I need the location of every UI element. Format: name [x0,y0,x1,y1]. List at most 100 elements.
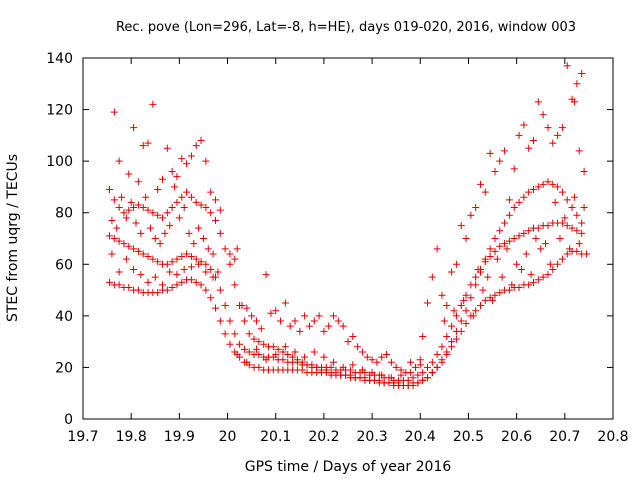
data-point [520,121,528,129]
data-point [197,281,205,289]
data-point [255,363,263,371]
data-point [448,343,456,351]
data-point [530,137,537,145]
data-point [501,219,509,227]
data-point [530,186,537,194]
data-point [293,358,301,366]
data-point [363,353,371,361]
data-point [549,180,557,188]
data-point [330,358,338,366]
data-point [457,222,465,230]
data-point [580,167,588,175]
data-point [272,351,280,359]
data-point [187,276,195,284]
data-point [467,211,475,219]
data-point [139,204,147,212]
data-point [159,281,166,289]
data-point [525,188,533,196]
data-point [156,240,164,248]
data-point [190,240,198,248]
data-point [257,325,265,333]
x-tick-label: 19.8 [116,429,147,445]
data-point [320,353,328,361]
data-point [486,253,494,261]
data-point [578,229,586,237]
data-point [168,204,176,212]
data-point [122,255,130,263]
data-point [330,312,338,320]
data-point [130,265,138,273]
data-point [106,232,113,240]
data-point [578,219,586,227]
data-point [231,330,239,338]
data-point [448,322,456,330]
data-point [505,237,513,245]
data-point [573,211,581,219]
data-point [517,265,525,273]
data-point [385,379,393,387]
data-point [277,317,285,325]
data-point [563,62,571,70]
data-point [240,345,248,353]
data-point [520,229,528,237]
data-point [163,286,171,294]
data-point [568,224,576,232]
data-point [199,235,207,242]
data-point [358,366,366,374]
data-point [207,188,215,196]
data-point [496,289,504,297]
data-point [452,312,460,320]
data-point [274,345,282,353]
y-tick-label: 140 [46,51,73,67]
data-point [566,245,574,253]
data-point [554,260,562,268]
data-point [573,227,581,235]
data-point [525,144,533,152]
data-point [428,369,436,377]
data-point [108,250,116,258]
y-tick-label: 0 [64,412,73,428]
data-point [252,345,260,353]
data-point [491,247,499,255]
data-point [185,229,193,237]
data-point [542,240,550,248]
axis-ticks: 19.7 19.8 19.9 20 20.1 20.2 20.3 20.4 20.5 20.6 20… [46,51,628,445]
data-point [472,307,480,315]
data-point [496,157,504,165]
data-point [308,361,316,369]
data-point [279,356,287,364]
data-point [563,196,571,204]
data-point [404,381,412,389]
data-point [452,335,460,343]
data-point [202,157,210,165]
data-point [407,358,415,366]
data-point [368,369,376,377]
data-point [501,240,509,248]
data-point [472,204,480,212]
data-point [130,245,138,253]
data-point [462,320,470,328]
data-point [501,147,509,155]
data-point [180,265,188,273]
data-point [397,371,405,379]
data-point [142,193,150,201]
data-point [243,304,251,312]
data-point [551,198,559,206]
x-tick-label: 20.3 [357,429,388,445]
data-point [544,222,552,230]
data-point [558,219,566,227]
data-point [477,180,484,188]
data-point [496,227,504,235]
data-point [183,160,191,168]
data-point [411,363,419,371]
data-point [525,281,533,289]
y-tick-label: 40 [55,309,73,325]
data-point [527,271,535,279]
data-point [481,188,489,196]
x-axis-title: GPS time / Days of year 2016 [245,459,452,475]
data-point [457,327,465,335]
data-point [168,258,176,266]
data-point [419,376,427,384]
data-point [563,222,571,230]
